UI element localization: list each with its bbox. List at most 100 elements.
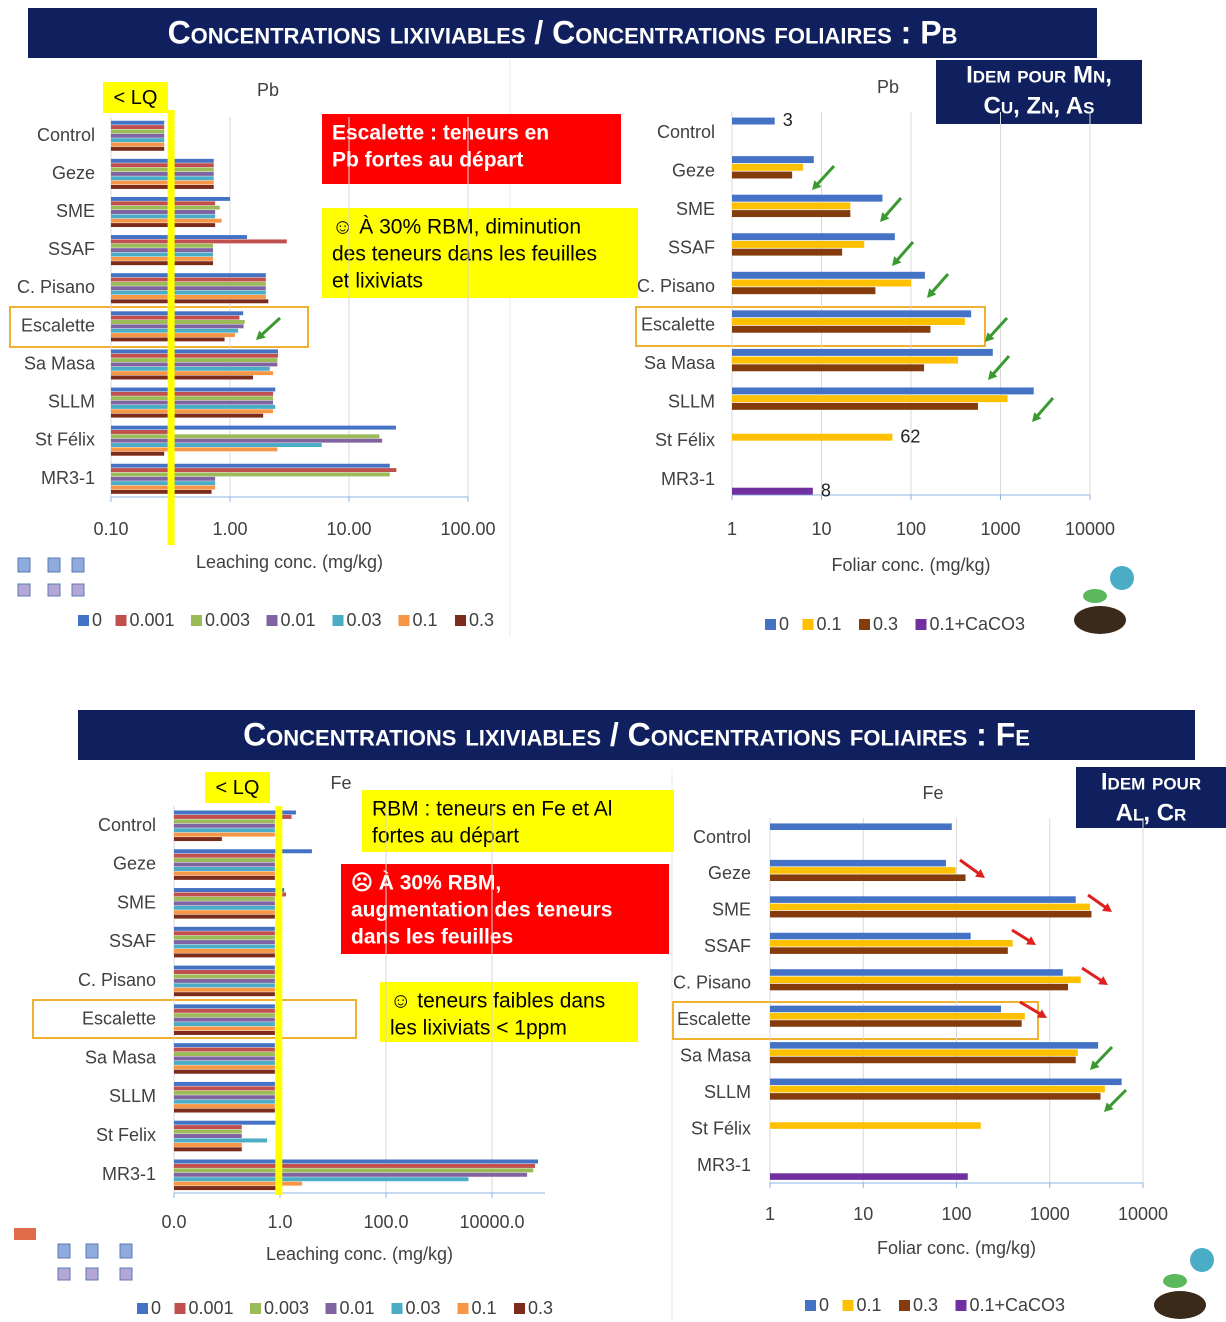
bar bbox=[111, 214, 216, 219]
bar bbox=[770, 1078, 1122, 1086]
bar bbox=[111, 256, 214, 261]
bar bbox=[174, 1017, 275, 1022]
bar bbox=[111, 362, 278, 367]
bar bbox=[174, 888, 285, 893]
bar bbox=[174, 926, 275, 931]
bar bbox=[770, 1056, 1076, 1064]
legend-swatch bbox=[455, 615, 466, 626]
chart-title: Pb bbox=[257, 80, 279, 100]
x-tick-label: 100 bbox=[896, 519, 926, 539]
bar bbox=[770, 1049, 1078, 1056]
bar bbox=[770, 1085, 1105, 1093]
bar bbox=[770, 823, 952, 830]
legend-label: 0.001 bbox=[189, 1298, 234, 1318]
note-box bbox=[341, 864, 669, 954]
category-label: Sa Masa bbox=[85, 1047, 157, 1067]
category-label: SSAF bbox=[668, 237, 715, 257]
category-label: SSAF bbox=[109, 931, 156, 951]
category-label: SME bbox=[676, 199, 715, 219]
category-label: SME bbox=[712, 900, 751, 920]
bar bbox=[174, 1022, 275, 1027]
legend-label: 0.1 bbox=[857, 1295, 882, 1315]
category-label: Control bbox=[693, 827, 751, 847]
arrow-head bbox=[975, 868, 985, 878]
legend-label: 0.1+CaCO3 bbox=[930, 614, 1026, 634]
category-label: SLLM bbox=[109, 1086, 156, 1106]
x-tick-label: 10000 bbox=[1065, 519, 1115, 539]
category-label: Escalette bbox=[677, 1009, 751, 1029]
category-label: C. Pisano bbox=[78, 970, 156, 990]
note-box bbox=[380, 982, 638, 1042]
arrow bbox=[259, 316, 282, 338]
x-tick-label: 100.00 bbox=[440, 519, 495, 539]
highlight-box bbox=[32, 999, 357, 1039]
bar bbox=[732, 163, 803, 171]
bar bbox=[732, 240, 865, 248]
bar bbox=[174, 1047, 275, 1052]
legend-label: 0.01 bbox=[340, 1298, 375, 1318]
x-tick-label: 10000.0 bbox=[459, 1212, 524, 1232]
bar bbox=[111, 167, 214, 172]
bar bbox=[174, 871, 275, 876]
legend-label: 0.1 bbox=[413, 610, 438, 630]
bar bbox=[111, 324, 244, 329]
bar bbox=[770, 903, 1090, 911]
bar bbox=[111, 158, 214, 163]
note-text: fortes au départ bbox=[372, 825, 519, 848]
legend-swatch bbox=[266, 615, 278, 626]
bar bbox=[111, 176, 214, 181]
bar bbox=[111, 239, 287, 244]
x-tick-label: 100 bbox=[941, 1204, 971, 1224]
bar bbox=[174, 1168, 534, 1173]
bar bbox=[770, 940, 1013, 947]
bar bbox=[770, 910, 1092, 918]
bar bbox=[770, 983, 1069, 991]
bar bbox=[174, 823, 275, 828]
side-note: Al, Cr bbox=[1116, 799, 1187, 826]
category-label: Control bbox=[657, 122, 715, 142]
x-tick-label: 0.10 bbox=[93, 519, 128, 539]
bar bbox=[174, 1043, 275, 1048]
x-axis-label: Leaching conc. (mg/kg) bbox=[266, 1244, 453, 1264]
legend-swatch bbox=[174, 1303, 186, 1314]
bar bbox=[111, 413, 264, 418]
bar bbox=[111, 375, 253, 380]
x-tick-label: 1000 bbox=[1030, 1204, 1070, 1224]
category-label: SME bbox=[56, 201, 95, 221]
legend-swatch bbox=[115, 615, 127, 626]
highlight-box bbox=[672, 1001, 1039, 1040]
bar bbox=[174, 1030, 275, 1035]
category-label: Sa Masa bbox=[680, 1045, 752, 1065]
category-label: MR3-1 bbox=[102, 1164, 156, 1184]
bar bbox=[732, 287, 876, 295]
x-tick-label: 1.0 bbox=[267, 1212, 292, 1232]
category-label: Sa Masa bbox=[24, 353, 96, 373]
bar bbox=[174, 1104, 275, 1109]
bar bbox=[732, 402, 978, 410]
category-label: Geze bbox=[708, 863, 751, 883]
legend-label: 0.03 bbox=[347, 610, 382, 630]
arrow-head bbox=[880, 212, 890, 222]
note-text: et lixiviats bbox=[332, 270, 423, 293]
bar bbox=[770, 1122, 981, 1129]
side-note-box bbox=[1076, 767, 1226, 828]
legend-label: 0 bbox=[779, 614, 789, 634]
legend-swatch bbox=[899, 1300, 910, 1311]
bar bbox=[111, 400, 274, 405]
arrow bbox=[1011, 928, 1032, 944]
bar bbox=[174, 1163, 536, 1168]
category-label: C. Pisano bbox=[17, 277, 95, 297]
bar bbox=[174, 1125, 242, 1130]
category-label: C. Pisano bbox=[637, 276, 715, 296]
bar bbox=[111, 180, 214, 185]
bar bbox=[111, 451, 165, 456]
bar bbox=[174, 1081, 275, 1086]
bar bbox=[174, 1086, 275, 1091]
bar bbox=[174, 1159, 539, 1164]
bar bbox=[111, 243, 214, 248]
bar bbox=[174, 901, 275, 906]
bar bbox=[111, 371, 274, 376]
category-label: St Félix bbox=[35, 430, 95, 450]
bar bbox=[174, 814, 292, 819]
bar bbox=[174, 1181, 302, 1186]
